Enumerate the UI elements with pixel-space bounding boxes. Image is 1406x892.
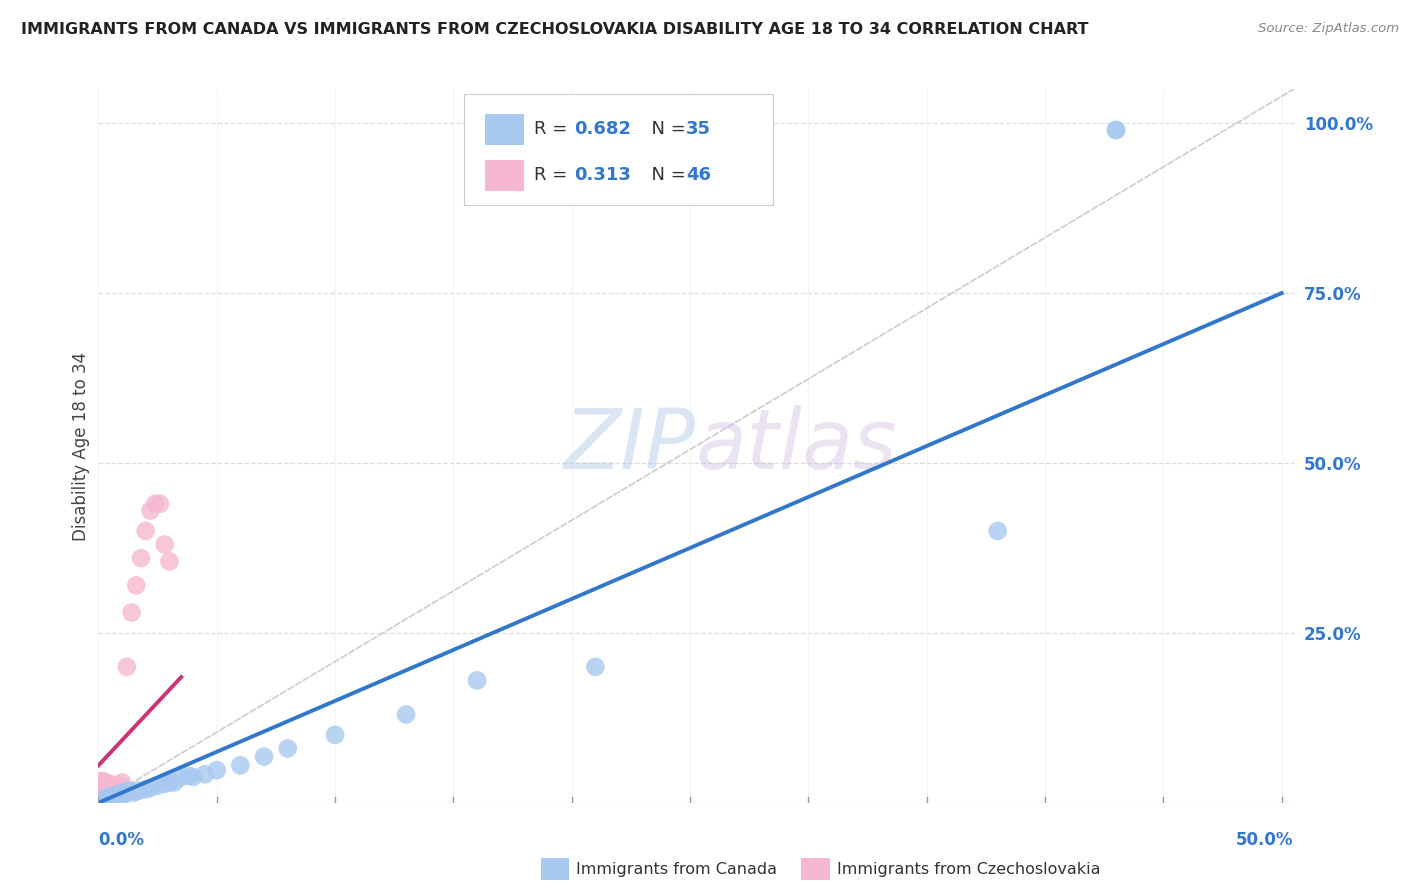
Point bbox=[987, 524, 1010, 538]
Text: 0.313: 0.313 bbox=[574, 166, 630, 184]
Point bbox=[90, 790, 112, 805]
Point bbox=[94, 777, 117, 791]
Point bbox=[125, 578, 148, 592]
Text: Source: ZipAtlas.com: Source: ZipAtlas.com bbox=[1258, 22, 1399, 36]
Point bbox=[153, 537, 176, 551]
Text: Immigrants from Czechoslovakia: Immigrants from Czechoslovakia bbox=[837, 863, 1099, 877]
Point bbox=[91, 779, 114, 793]
Point bbox=[97, 777, 120, 791]
Point bbox=[108, 789, 131, 803]
Text: 46: 46 bbox=[686, 166, 711, 184]
Point bbox=[91, 782, 114, 797]
Point bbox=[90, 786, 112, 800]
Text: 35: 35 bbox=[686, 120, 711, 138]
Point bbox=[205, 763, 228, 777]
Point bbox=[153, 777, 176, 791]
Point bbox=[129, 551, 152, 566]
Point bbox=[90, 782, 112, 797]
Point bbox=[105, 780, 128, 795]
Point bbox=[194, 767, 217, 781]
Point bbox=[91, 789, 114, 803]
Point bbox=[90, 774, 112, 789]
Point bbox=[1105, 123, 1128, 137]
Point bbox=[101, 786, 124, 800]
Point bbox=[115, 786, 138, 800]
Point bbox=[104, 783, 127, 797]
Point bbox=[94, 780, 117, 795]
Point bbox=[170, 770, 193, 784]
Point bbox=[583, 660, 606, 674]
Point bbox=[90, 789, 112, 803]
Point bbox=[98, 782, 121, 797]
Point bbox=[149, 497, 172, 511]
Point bbox=[157, 775, 180, 789]
Point bbox=[98, 789, 121, 803]
Point bbox=[323, 728, 346, 742]
Point bbox=[90, 779, 112, 793]
Point bbox=[97, 790, 120, 805]
Point bbox=[91, 790, 114, 805]
Point bbox=[1105, 123, 1128, 137]
Point bbox=[91, 777, 114, 791]
Point bbox=[121, 606, 143, 620]
Point bbox=[94, 788, 117, 802]
Point bbox=[465, 673, 488, 688]
Text: R =: R = bbox=[534, 120, 574, 138]
Point bbox=[128, 783, 150, 797]
Text: 50.0%: 50.0% bbox=[1236, 831, 1294, 849]
Point bbox=[91, 786, 114, 800]
Point bbox=[277, 741, 299, 756]
Y-axis label: Disability Age 18 to 34: Disability Age 18 to 34 bbox=[72, 351, 90, 541]
Point bbox=[98, 788, 121, 802]
Text: 0.0%: 0.0% bbox=[98, 831, 145, 849]
Point bbox=[111, 775, 134, 789]
Text: N =: N = bbox=[640, 120, 692, 138]
Point bbox=[253, 749, 276, 764]
Point bbox=[91, 774, 114, 789]
Point bbox=[101, 779, 124, 793]
Point bbox=[91, 792, 114, 806]
Point bbox=[90, 788, 112, 802]
Point bbox=[181, 770, 204, 784]
Text: IMMIGRANTS FROM CANADA VS IMMIGRANTS FROM CZECHOSLOVAKIA DISABILITY AGE 18 TO 34: IMMIGRANTS FROM CANADA VS IMMIGRANTS FRO… bbox=[21, 22, 1088, 37]
Point bbox=[115, 660, 138, 674]
Point bbox=[108, 779, 131, 793]
Point bbox=[111, 786, 134, 800]
Point bbox=[122, 786, 145, 800]
Point bbox=[135, 524, 157, 538]
Point bbox=[157, 555, 180, 569]
Text: ZIP: ZIP bbox=[564, 406, 696, 486]
Point bbox=[90, 775, 112, 789]
Point bbox=[229, 758, 252, 772]
Point bbox=[101, 790, 124, 805]
Point bbox=[90, 792, 112, 806]
Point bbox=[163, 775, 186, 789]
Point bbox=[90, 783, 112, 797]
Point bbox=[98, 777, 121, 791]
Point bbox=[118, 783, 141, 797]
Point bbox=[97, 780, 120, 795]
Point bbox=[97, 789, 120, 803]
Point bbox=[139, 780, 162, 795]
Point bbox=[146, 779, 169, 793]
Point bbox=[105, 788, 128, 802]
Point bbox=[94, 792, 117, 806]
Point bbox=[135, 782, 157, 797]
Point bbox=[114, 788, 136, 802]
Text: N =: N = bbox=[640, 166, 692, 184]
Point bbox=[94, 783, 117, 797]
Point bbox=[143, 497, 166, 511]
Point bbox=[91, 792, 114, 806]
Point bbox=[139, 503, 162, 517]
Point bbox=[395, 707, 418, 722]
Text: R =: R = bbox=[534, 166, 574, 184]
Point bbox=[104, 789, 127, 803]
Point bbox=[94, 790, 117, 805]
Point bbox=[97, 786, 120, 800]
Point bbox=[177, 769, 200, 783]
Text: 0.682: 0.682 bbox=[574, 120, 631, 138]
Text: atlas: atlas bbox=[696, 406, 897, 486]
Text: Immigrants from Canada: Immigrants from Canada bbox=[576, 863, 778, 877]
